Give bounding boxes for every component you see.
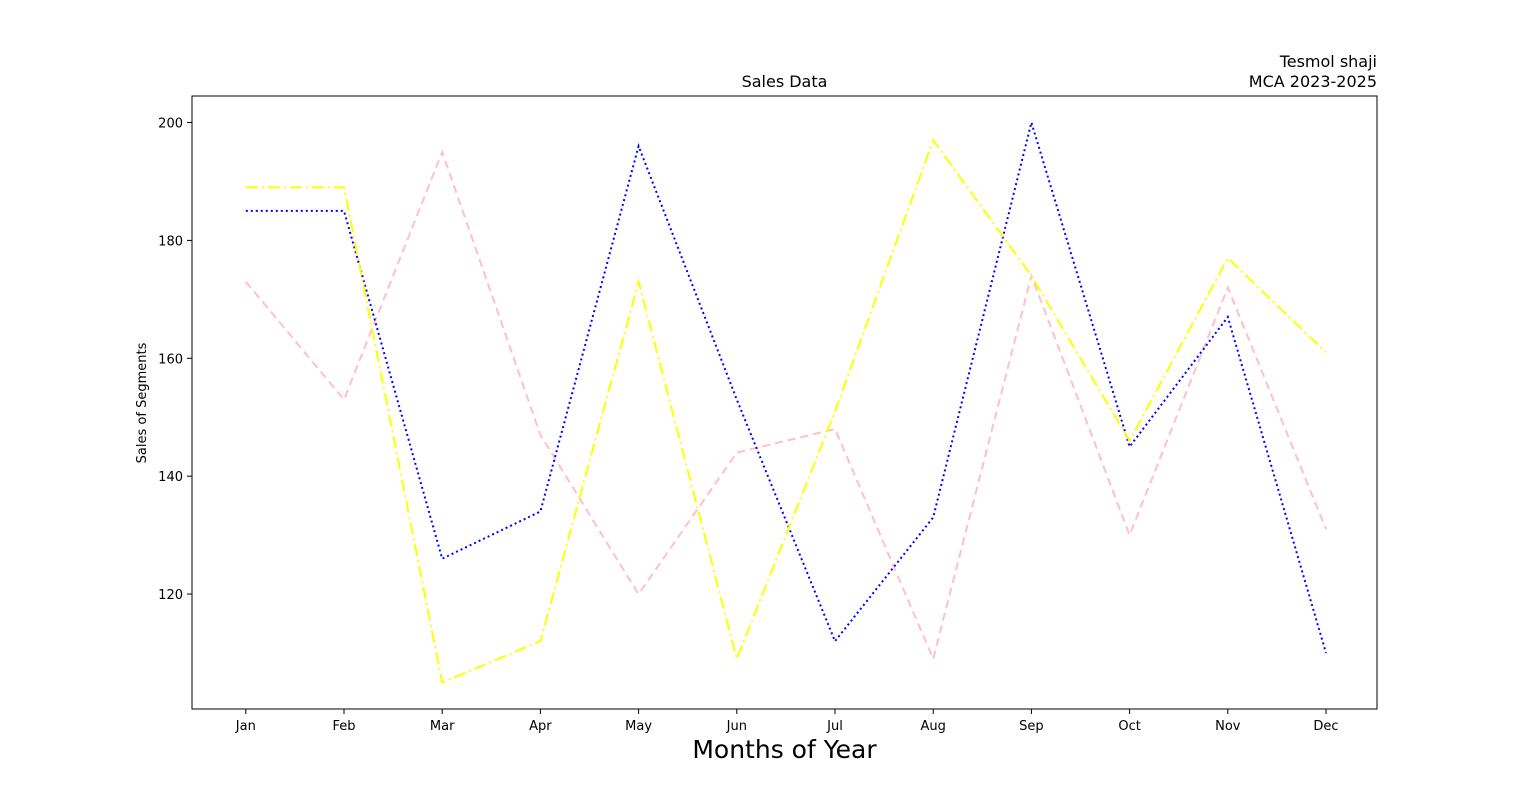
x-tick-label: Dec [1313,719,1338,734]
x-axis-label: Months of Year [692,735,877,764]
y-tick-label: 160 [158,352,183,367]
x-tick-label: Sep [1019,719,1044,734]
y-tick-label: 180 [158,234,183,249]
x-tick-label: Feb [332,719,355,734]
x-tick-label: Oct [1118,719,1140,734]
x-tick-label: Jun [726,719,747,734]
author-annotation: Tesmol shaji [1279,52,1377,71]
series-lines [245,118,1327,684]
y-tick-label: 120 [158,588,183,603]
chart-title: Sales Data [742,72,828,91]
y-axis-ticks: 120 140 160 180 200 [158,117,192,603]
plot-area-frame [191,95,1378,710]
y-tick-label: 200 [158,117,183,132]
y-tick-label: 140 [158,470,183,485]
x-tick-label: Jan [235,719,256,734]
series-line-2 [245,118,1327,654]
series-line-1 [245,149,1327,663]
x-tick-label: May [625,719,652,734]
x-axis-ticks: Jan Feb Mar Apr May Jun Jul Aug Sep Oct Nov Dec [235,709,1339,734]
x-tick-label: Apr [529,719,552,734]
x-tick-label: Jul [826,719,843,734]
y-axis-label: Sales of Segments [135,342,150,463]
x-tick-label: Aug [921,719,946,734]
x-tick-label: Nov [1215,719,1241,734]
x-tick-label: Mar [430,719,455,734]
course-annotation: MCA 2023-2025 [1249,72,1377,91]
series-line-3 [245,138,1327,684]
